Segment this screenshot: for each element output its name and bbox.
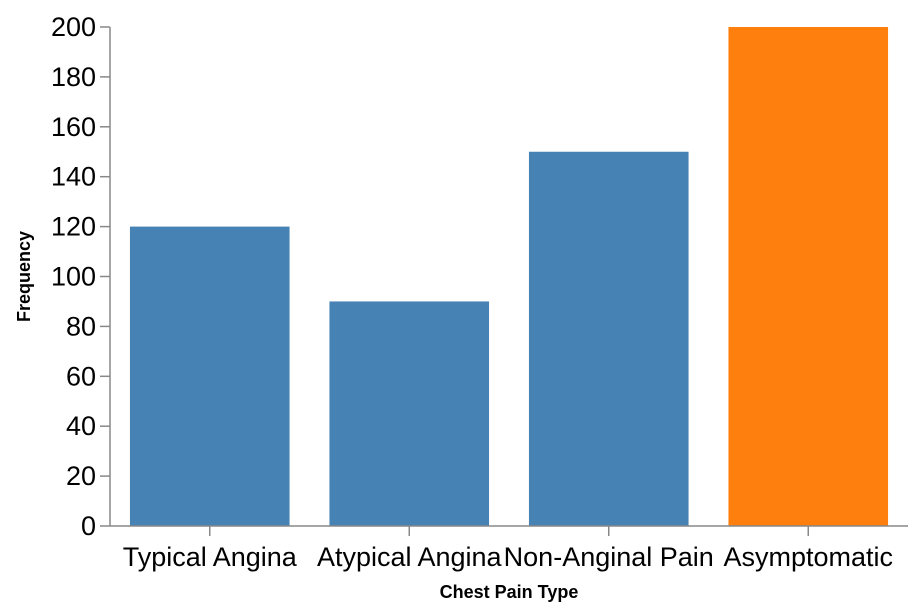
bar [329, 301, 490, 526]
y-tick-label: 60 [66, 361, 96, 391]
y-tick-label: 120 [51, 212, 96, 242]
bar [528, 151, 689, 526]
bar [129, 226, 290, 526]
x-axis-title: Chest Pain Type [440, 582, 579, 602]
x-tick-label: Atypical Angina [317, 542, 503, 572]
y-tick-label: 0 [81, 511, 96, 541]
y-tick-label: 160 [51, 112, 96, 142]
x-tick-label: Asymptomatic [723, 542, 893, 572]
bar [728, 27, 889, 526]
bars [129, 27, 889, 526]
y-tick-label: 140 [51, 162, 96, 192]
y-axis-title: Frequency [14, 231, 34, 322]
x-axis: Typical Angina Atypical Angina Non-Anginal… [123, 526, 893, 572]
y-tick-label: 80 [66, 311, 96, 341]
y-tick-label: 20 [66, 461, 96, 491]
x-tick-label: Non-Anginal Pain [504, 542, 714, 572]
y-tick-label: 40 [66, 411, 96, 441]
y-tick-label: 100 [51, 262, 96, 292]
y-tick-label: 180 [51, 62, 96, 92]
y-axis: 0 20 40 60 80 100 120 140 160 180 200 [51, 12, 110, 541]
y-tick-label: 200 [51, 12, 96, 42]
x-tick-label: Typical Angina [123, 542, 298, 572]
